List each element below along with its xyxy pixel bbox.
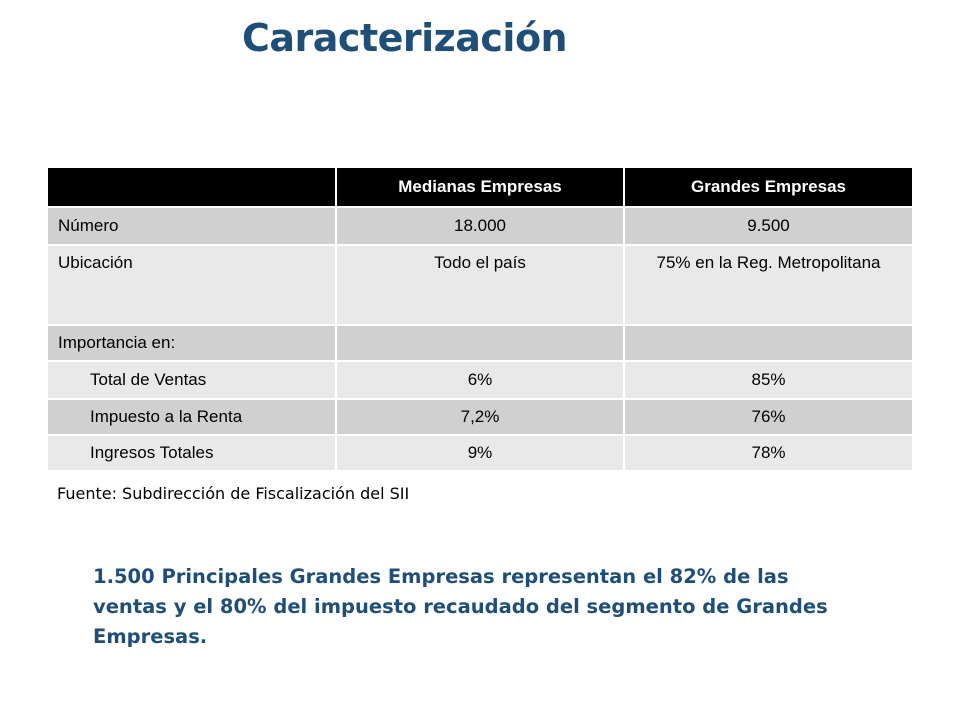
cell-medianas: 7,2% [336,398,625,435]
cell-grandes [624,324,912,361]
row-label: Ubicación [48,244,337,325]
row-label: Impuesto a la Renta [48,398,337,435]
page-title: Caracterización [242,16,568,60]
cell-grandes: 78% [624,434,912,470]
table-row: Ingresos Totales 9% 78% [48,434,912,470]
table-header-medianas: Medianas Empresas [336,168,625,207]
cell-grandes: 85% [624,360,912,399]
cell-medianas: Todo el país [336,244,625,325]
cell-medianas: 9% [336,434,625,470]
table-header-grandes: Grandes Empresas [624,168,912,207]
cell-medianas [336,324,625,361]
source-note: Fuente: Subdirección de Fiscalización de… [57,484,410,503]
cell-grandes: 75% en la Reg. Metropolitana [624,244,912,325]
cell-medianas: 18.000 [336,206,625,245]
row-label: Número [48,206,337,245]
summary-note: 1.500 Principales Grandes Empresas repre… [93,565,828,648]
table-row: Impuesto a la Renta 7,2% 76% [48,398,912,435]
cell-grandes: 76% [624,398,912,435]
table-row: Total de Ventas 6% 85% [48,360,912,399]
table-row: Ubicación Todo el país 75% en la Reg. Me… [48,244,912,325]
table-row: Importancia en: [48,324,912,361]
characterization-table: Medianas Empresas Grandes Empresas Númer… [48,168,912,470]
cell-medianas: 6% [336,360,625,399]
row-label: Ingresos Totales [48,434,337,470]
table-header-row: Medianas Empresas Grandes Empresas [48,168,912,207]
row-label: Importancia en: [48,324,337,361]
table-header-blank [48,168,337,207]
table-row: Número 18.000 9.500 [48,206,912,245]
cell-grandes: 9.500 [624,206,912,245]
row-label: Total de Ventas [48,360,337,399]
